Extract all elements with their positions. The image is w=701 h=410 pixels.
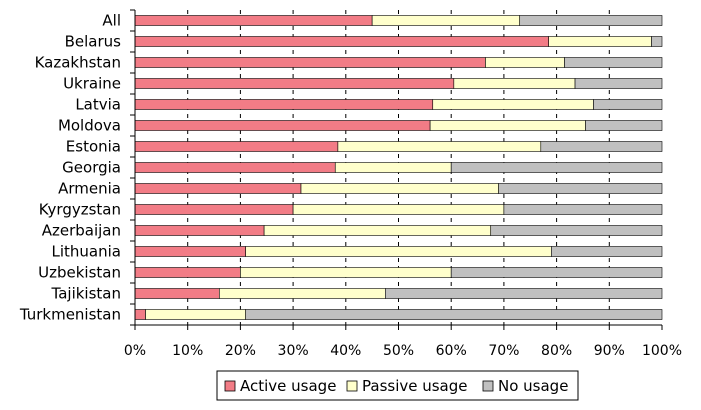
bar-no-usage	[651, 36, 663, 47]
x-tick-label: 40%	[330, 343, 361, 359]
bar-no-usage	[585, 120, 663, 131]
bar-active	[134, 162, 336, 173]
bar-active	[134, 309, 146, 320]
bar-active	[134, 78, 455, 89]
category-label: Belarus	[65, 33, 122, 51]
category-label: Uzbekistan	[38, 264, 121, 282]
bar-no-usage	[498, 183, 663, 194]
bar-passive	[263, 225, 492, 236]
category-label: Estonia	[66, 138, 121, 156]
bar-active	[134, 57, 486, 68]
bar-passive	[371, 15, 521, 26]
category-label: Armenia	[58, 180, 121, 198]
bar-passive	[432, 99, 594, 110]
bar-passive	[485, 57, 565, 68]
x-tick-label: 60%	[436, 343, 467, 359]
x-tick-label: 10%	[172, 343, 203, 359]
bar-passive	[300, 183, 499, 194]
bar-active	[134, 36, 549, 47]
category-label: Georgia	[62, 159, 121, 177]
bar-passive	[240, 267, 452, 278]
x-tick-label: 20%	[225, 343, 256, 359]
category-label: Turkmenistan	[19, 306, 121, 324]
bar-passive	[548, 36, 652, 47]
x-tick-label: 50%	[383, 343, 414, 359]
bar-active	[134, 267, 241, 278]
bar-no-usage	[245, 309, 663, 320]
category-label: Tajikistan	[51, 285, 121, 303]
bar-passive	[334, 162, 452, 173]
legend-label: No usage	[498, 377, 568, 395]
legend	[216, 370, 579, 401]
bar-active	[134, 120, 431, 131]
legend-swatch	[346, 380, 358, 392]
bar-no-usage	[551, 246, 663, 257]
bar-active	[134, 183, 302, 194]
x-tick-label: 100%	[642, 343, 682, 359]
category-label: Kazakhstan	[35, 54, 121, 72]
bar-active	[134, 204, 294, 215]
legend-swatch	[224, 380, 236, 392]
bar-passive	[429, 120, 586, 131]
category-label: Moldova	[58, 117, 121, 135]
bar-no-usage	[385, 288, 663, 299]
bar-active	[134, 246, 246, 257]
bar-no-usage	[564, 57, 663, 68]
bar-passive	[245, 246, 552, 257]
legend-label: Passive usage	[362, 377, 468, 395]
bar-passive	[292, 204, 505, 215]
bar-passive	[145, 309, 246, 320]
bar-no-usage	[450, 162, 663, 173]
bar-passive	[337, 141, 542, 152]
x-tick-label: 90%	[594, 343, 625, 359]
bar-no-usage	[503, 204, 663, 215]
bar-no-usage	[519, 15, 663, 26]
bar-active	[134, 288, 220, 299]
legend-label: Active usage	[240, 377, 336, 395]
x-tick-label: 80%	[541, 343, 572, 359]
category-label: Kyrgyzstan	[39, 201, 121, 219]
category-label: All	[102, 12, 121, 30]
category-label: Azerbaijan	[42, 222, 121, 240]
bar-active	[134, 225, 265, 236]
bar-no-usage	[450, 267, 663, 278]
bar-passive	[453, 78, 576, 89]
category-label: Latvia	[75, 96, 121, 114]
bar-no-usage	[490, 225, 663, 236]
bar-active	[134, 99, 434, 110]
category-label: Lithuania	[52, 243, 121, 261]
bar-passive	[219, 288, 386, 299]
x-tick-label: 70%	[488, 343, 519, 359]
bar-active	[134, 141, 339, 152]
bar-no-usage	[540, 141, 663, 152]
bar-active	[134, 15, 373, 26]
legend-swatch	[482, 380, 494, 392]
x-tick-label: 0%	[124, 343, 146, 359]
bar-no-usage	[593, 99, 663, 110]
x-tick-label: 30%	[278, 343, 309, 359]
category-label: Ukraine	[63, 75, 121, 93]
bar-no-usage	[574, 78, 663, 89]
